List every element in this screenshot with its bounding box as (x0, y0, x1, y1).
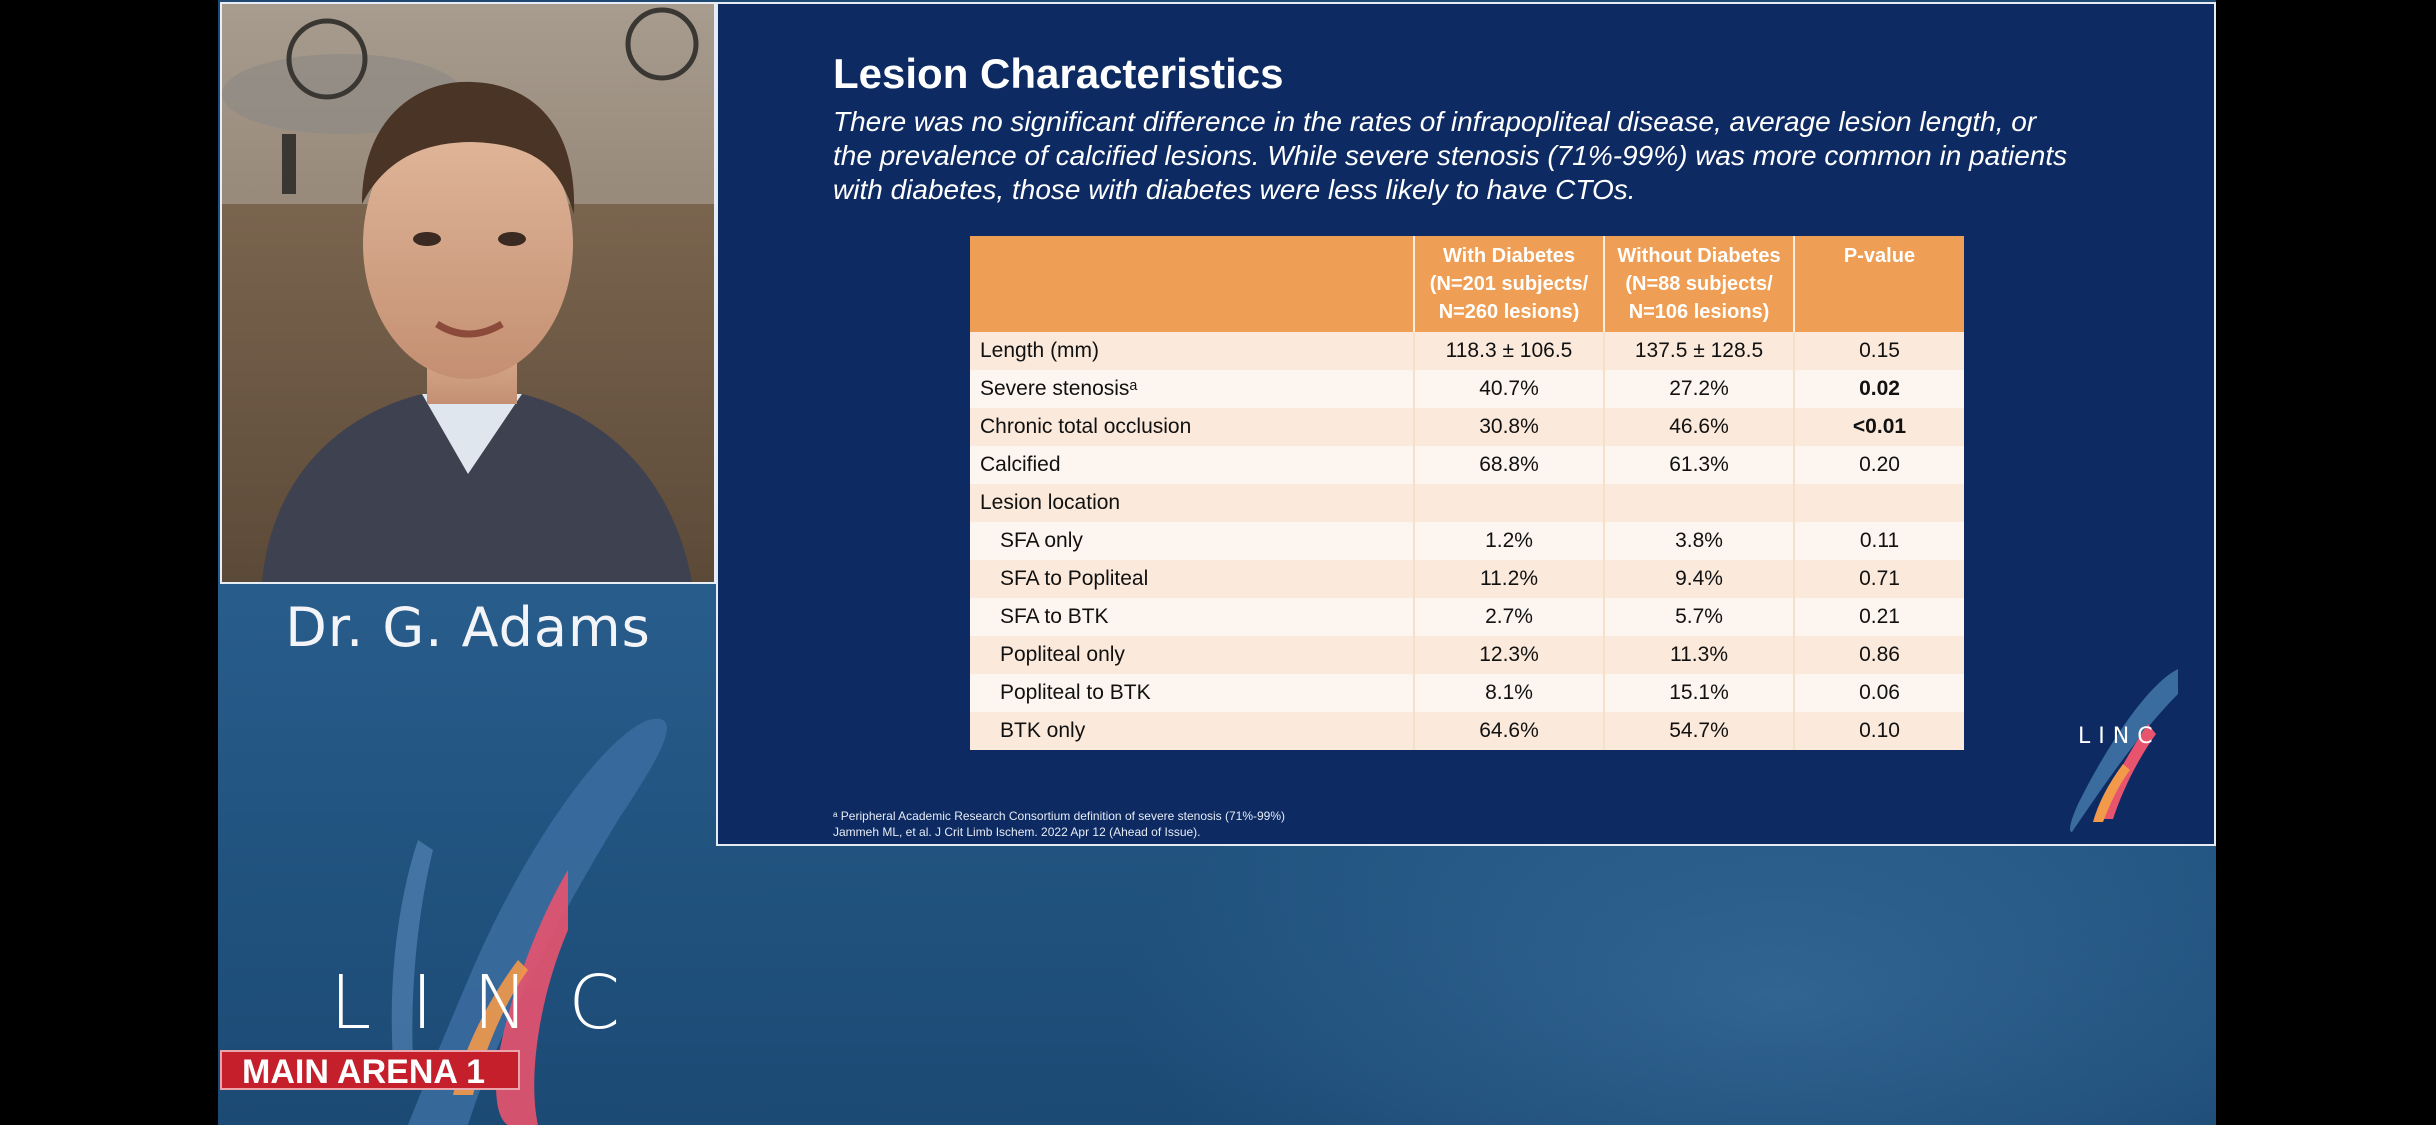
row-label: Lesion location (970, 484, 1415, 522)
cell-without-diabetes: 46.6% (1604, 408, 1795, 446)
cell-without-diabetes (1604, 484, 1795, 522)
table-row: SFA to BTK 2.7% 5.7% 0.21 (970, 598, 1964, 636)
slide-linc-logo: LINC (2078, 724, 2161, 749)
cell-with-diabetes: 12.3% (1414, 636, 1605, 674)
cell-p-value: 0.11 (1794, 522, 1964, 560)
cell-without-diabetes: 11.3% (1604, 636, 1795, 674)
cell-p-value (1794, 484, 1964, 522)
speaker-name: Dr. G. Adams (285, 596, 651, 659)
cell-with-diabetes: 30.8% (1414, 408, 1605, 446)
presentation-slide: Lesion Characteristics There was no sign… (716, 2, 2216, 846)
footnote-definition: ᵃ Peripheral Academic Research Consortiu… (833, 809, 1286, 823)
row-label: SFA to Popliteal (970, 560, 1415, 598)
slide-title: Lesion Characteristics (833, 50, 1284, 97)
row-label: Severe stenosisᵃ (970, 370, 1415, 408)
linc-logo: LINC (330, 960, 661, 1046)
table-row: Length (mm) 118.3 ± 106.5 137.5 ± 128.5 … (970, 332, 1964, 370)
cell-without-diabetes: 3.8% (1604, 522, 1795, 560)
row-label: SFA only (970, 522, 1415, 560)
cell-without-diabetes: 27.2% (1604, 370, 1795, 408)
cell-p-value: 0.86 (1794, 636, 1964, 674)
lesion-table: With Diabetes (N=201 subjects/ N=260 les… (970, 236, 1964, 750)
cell-without-diabetes: 5.7% (1604, 598, 1795, 636)
cell-with-diabetes (1414, 484, 1605, 522)
row-label: SFA to BTK (970, 598, 1415, 636)
table-header-blank (970, 236, 1415, 332)
cell-with-diabetes: 11.2% (1414, 560, 1605, 598)
slide-footnote: ᵃ Peripheral Academic Research Consortiu… (833, 808, 1285, 840)
cell-p-value: 0.21 (1794, 598, 1964, 636)
table-row: Lesion location (970, 484, 1964, 522)
row-label: Length (mm) (970, 332, 1415, 370)
cell-with-diabetes: 64.6% (1414, 712, 1605, 750)
table-row: SFA to Popliteal 11.2% 9.4% 0.71 (970, 560, 1964, 598)
row-label: Popliteal to BTK (970, 674, 1415, 712)
cell-with-diabetes: 2.7% (1414, 598, 1605, 636)
cell-p-value: 0.71 (1794, 560, 1964, 598)
cell-p-value: 0.02 (1794, 370, 1964, 408)
slide-linc-swoosh (2070, 669, 2178, 832)
footnote-citation: Jammeh ML, et al. J Crit Limb Ischem. 20… (833, 825, 1201, 839)
slide-subtitle: There was no significant difference in t… (833, 106, 2068, 205)
cell-without-diabetes: 61.3% (1604, 446, 1795, 484)
cell-p-value: 0.20 (1794, 446, 1964, 484)
table-row: BTK only 64.6% 54.7% 0.10 (970, 712, 1964, 750)
cell-with-diabetes: 68.8% (1414, 446, 1605, 484)
cell-without-diabetes: 137.5 ± 128.5 (1604, 332, 1795, 370)
cell-with-diabetes: 8.1% (1414, 674, 1605, 712)
table-header-p-value: P-value (1794, 236, 1964, 332)
table-header-with-diabetes: With Diabetes (N=201 subjects/ N=260 les… (1414, 236, 1605, 332)
table-row: Severe stenosisᵃ 40.7% 27.2% 0.02 (970, 370, 1964, 408)
table-header-row: With Diabetes (N=201 subjects/ N=260 les… (970, 236, 1964, 332)
row-label: BTK only (970, 712, 1415, 750)
cell-p-value: <0.01 (1794, 408, 1964, 446)
table-row: SFA only 1.2% 3.8% 0.11 (970, 522, 1964, 560)
table-row: Chronic total occlusion 30.8% 46.6% <0.0… (970, 408, 1964, 446)
row-label: Chronic total occlusion (970, 408, 1415, 446)
cell-p-value: 0.06 (1794, 674, 1964, 712)
table-row: Calcified 68.8% 61.3% 0.20 (970, 446, 1964, 484)
cell-with-diabetes: 40.7% (1414, 370, 1605, 408)
table-row: Popliteal only 12.3% 11.3% 0.86 (970, 636, 1964, 674)
table-header-without-diabetes: Without Diabetes (N=88 subjects/ N=106 l… (1604, 236, 1795, 332)
cell-without-diabetes: 54.7% (1604, 712, 1795, 750)
speaker-photo (222, 4, 714, 582)
row-label: Popliteal only (970, 636, 1415, 674)
cell-without-diabetes: 9.4% (1604, 560, 1795, 598)
row-label: Calcified (970, 446, 1415, 484)
cell-without-diabetes: 15.1% (1604, 674, 1795, 712)
cell-p-value: 0.10 (1794, 712, 1964, 750)
cell-p-value: 0.15 (1794, 332, 1964, 370)
speaker-video (220, 2, 716, 584)
table-row: Popliteal to BTK 8.1% 15.1% 0.06 (970, 674, 1964, 712)
cell-with-diabetes: 118.3 ± 106.5 (1414, 332, 1605, 370)
arena-badge: MAIN ARENA 1 (220, 1050, 520, 1091)
cell-with-diabetes: 1.2% (1414, 522, 1605, 560)
